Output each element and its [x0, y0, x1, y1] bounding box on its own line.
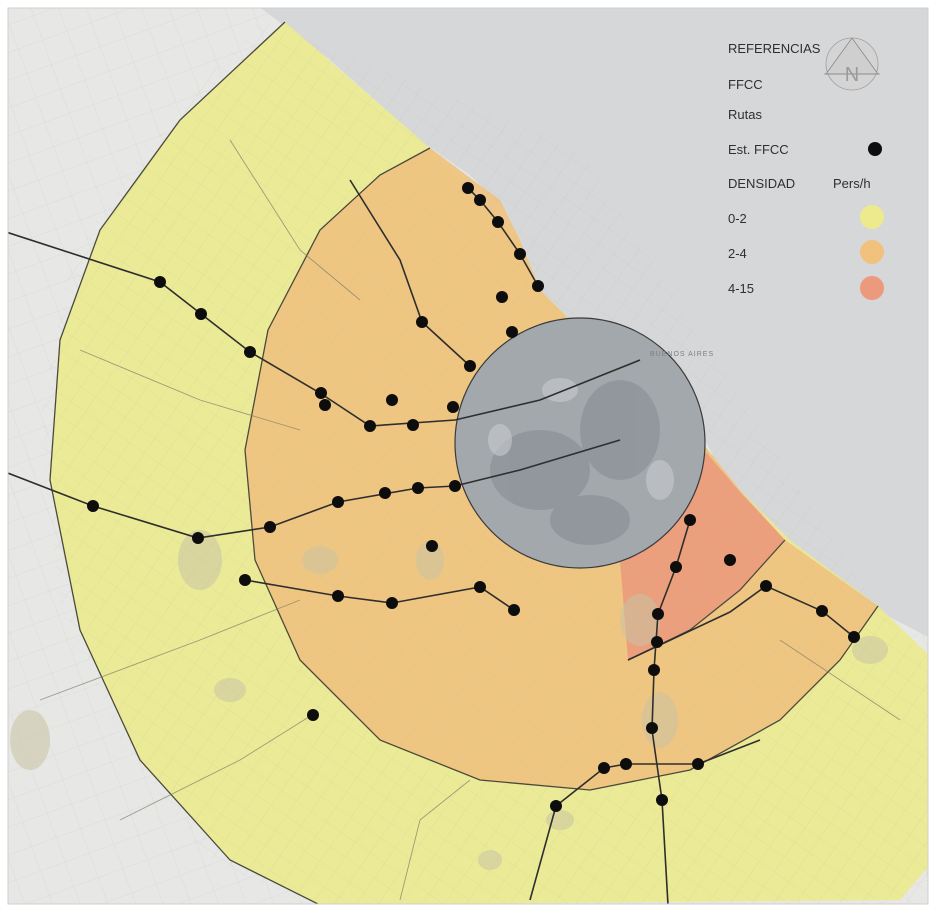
- legend-station-dot: [868, 142, 882, 156]
- station-marker: [319, 399, 331, 411]
- station-marker: [379, 487, 391, 499]
- station-marker: [264, 521, 276, 533]
- station-marker: [496, 291, 508, 303]
- legend-rutas: Rutas: [728, 107, 762, 122]
- legend-densidad: DENSIDAD: [728, 176, 795, 191]
- legend-title: REFERENCIAS: [728, 41, 821, 56]
- station-marker: [195, 308, 207, 320]
- legend-class-4-15: 4-15: [728, 281, 754, 296]
- legend-ffcc: FFCC: [728, 77, 763, 92]
- station-marker: [532, 280, 544, 292]
- station-marker: [550, 800, 562, 812]
- station-marker: [760, 580, 772, 592]
- city-label: BUENOS AIRES: [650, 351, 714, 358]
- station-marker: [508, 604, 520, 616]
- station-marker: [656, 794, 668, 806]
- station-marker: [598, 762, 610, 774]
- station-marker: [426, 540, 438, 552]
- station-marker: [620, 758, 632, 770]
- north-letter: N: [845, 64, 859, 86]
- station-marker: [332, 590, 344, 602]
- station-marker: [386, 597, 398, 609]
- station-marker: [651, 636, 663, 648]
- urban-areas: [10, 530, 888, 870]
- legend-swatch-0-2: [860, 205, 884, 229]
- legend-swatch-4-15: [860, 276, 884, 300]
- station-marker: [307, 709, 319, 721]
- station-marker: [364, 420, 376, 432]
- station-marker: [332, 496, 344, 508]
- station-marker: [848, 631, 860, 643]
- legend-swatch-2-4: [860, 240, 884, 264]
- north-arrow-icon: N: [824, 37, 880, 91]
- legend-class-0-2: 0-2: [728, 211, 747, 226]
- station-marker: [447, 401, 459, 413]
- station-marker: [648, 664, 660, 676]
- legend-estaciones: Est. FFCC: [728, 142, 789, 157]
- station-marker: [412, 482, 424, 494]
- station-marker: [386, 394, 398, 406]
- station-marker: [464, 360, 476, 372]
- station-marker: [652, 608, 664, 620]
- station-marker: [416, 316, 428, 328]
- station-marker: [692, 758, 704, 770]
- station-marker: [670, 561, 682, 573]
- station-marker: [449, 480, 461, 492]
- station-markers: [87, 182, 860, 812]
- station-marker: [407, 419, 419, 431]
- legend: REFERENCIAS FFCC Rutas Est. FFCC DENSIDA…: [728, 41, 884, 300]
- station-marker: [816, 605, 828, 617]
- station-marker: [474, 194, 486, 206]
- legend-class-2-4: 2-4: [728, 246, 747, 261]
- station-marker: [646, 722, 658, 734]
- station-marker: [315, 387, 327, 399]
- station-marker: [462, 182, 474, 194]
- legend-unidad: Pers/h: [833, 176, 871, 191]
- station-marker: [684, 514, 696, 526]
- station-marker: [474, 581, 486, 593]
- station-marker: [239, 574, 251, 586]
- station-marker: [492, 216, 504, 228]
- station-marker: [154, 276, 166, 288]
- station-marker: [87, 500, 99, 512]
- station-marker: [192, 532, 204, 544]
- station-marker: [514, 248, 526, 260]
- station-marker: [244, 346, 256, 358]
- road-lines: [39, 139, 901, 901]
- station-marker: [724, 554, 736, 566]
- station-marker: [506, 326, 518, 338]
